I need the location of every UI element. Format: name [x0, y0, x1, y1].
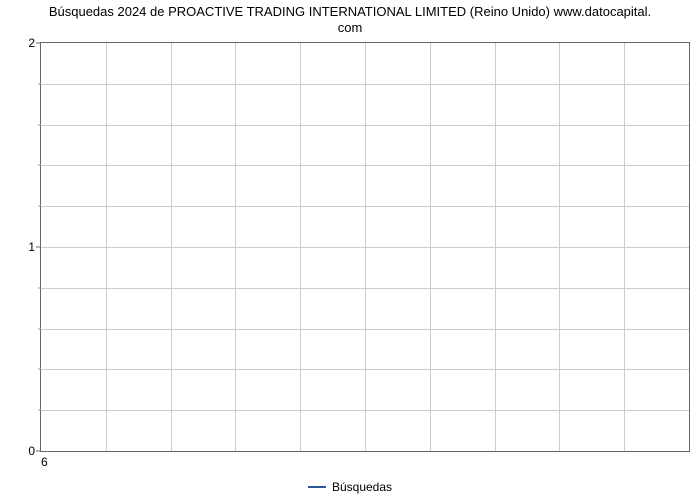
- grid-line-horizontal: [41, 84, 689, 85]
- y-axis-minor-tick: [38, 328, 41, 329]
- grid-line-horizontal: [41, 165, 689, 166]
- y-axis-tick-mark: [36, 451, 41, 452]
- grid-line-horizontal: [41, 125, 689, 126]
- legend-label: Búsquedas: [332, 480, 392, 494]
- y-axis-minor-tick: [38, 165, 41, 166]
- x-axis-tick-label: 6: [41, 455, 48, 469]
- y-axis-minor-tick: [38, 124, 41, 125]
- y-axis-tick-mark: [36, 247, 41, 248]
- grid-line-horizontal: [41, 369, 689, 370]
- grid-line-horizontal: [41, 329, 689, 330]
- grid-line-horizontal: [41, 206, 689, 207]
- y-axis-tick-label: 0: [28, 444, 35, 458]
- y-axis-tick-mark: [36, 43, 41, 44]
- chart-title-line2: com: [338, 20, 363, 35]
- plot-area: 0126: [40, 42, 690, 452]
- y-axis-minor-tick: [38, 369, 41, 370]
- y-axis-minor-tick: [38, 287, 41, 288]
- y-axis-minor-tick: [38, 206, 41, 207]
- grid-line-horizontal: [41, 410, 689, 411]
- y-axis-minor-tick: [38, 410, 41, 411]
- chart-title: Búsquedas 2024 de PROACTIVE TRADING INTE…: [0, 4, 700, 37]
- legend-swatch: [308, 486, 326, 488]
- grid-line-horizontal: [41, 247, 689, 248]
- chart-title-line1: Búsquedas 2024 de PROACTIVE TRADING INTE…: [49, 4, 651, 19]
- y-axis-tick-label: 1: [28, 240, 35, 254]
- y-axis-tick-label: 2: [28, 36, 35, 50]
- grid-line-horizontal: [41, 288, 689, 289]
- y-axis-minor-tick: [38, 83, 41, 84]
- legend: Búsquedas: [0, 480, 700, 494]
